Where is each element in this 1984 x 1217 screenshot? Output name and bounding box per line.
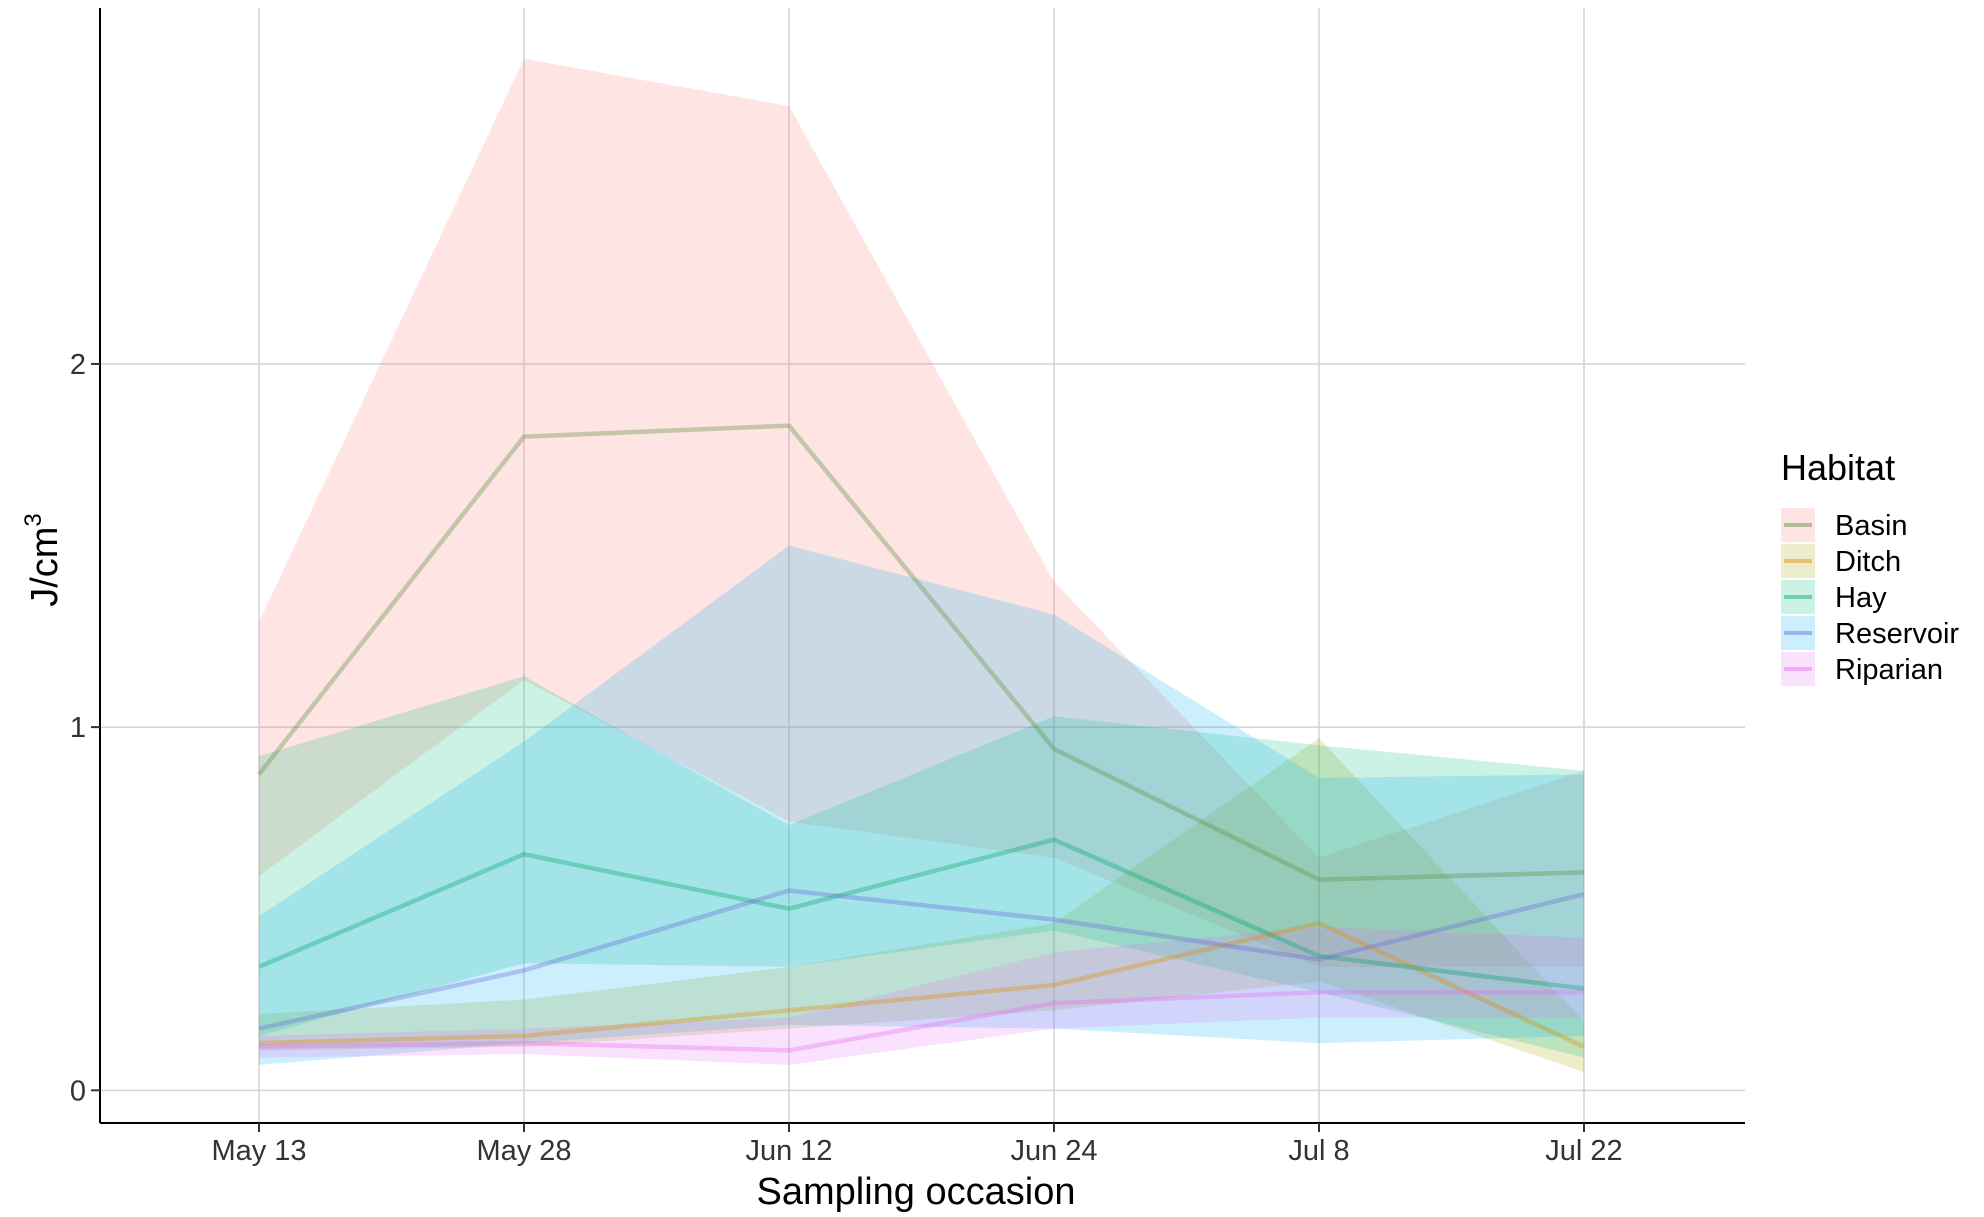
band-hay xyxy=(259,676,1584,1058)
x-tick-label: Jul 22 xyxy=(1545,1135,1622,1167)
legend-title: Habitat xyxy=(1781,447,1895,488)
legend-key-fill xyxy=(1781,508,1815,542)
legend-key-fill xyxy=(1781,580,1815,614)
legend: Habitat Basin Ditch Hay Reservoir Riparian xyxy=(1781,447,1959,686)
confidence-bands xyxy=(259,58,1584,1073)
legend-item-reservoir: Reservoir xyxy=(1781,616,1959,650)
line-hay xyxy=(258,837,1585,991)
legend-label: Ditch xyxy=(1835,546,1901,578)
x-axis-title: Sampling occasion xyxy=(757,1171,1076,1213)
band-basin xyxy=(259,58,1584,967)
band-reservoir xyxy=(259,545,1584,1065)
band-ditch xyxy=(259,738,1584,1073)
line-basin xyxy=(257,423,1585,882)
y-tick-label: 1 xyxy=(70,712,86,744)
grid xyxy=(100,8,1745,1123)
x-tick-label: Jun 12 xyxy=(745,1135,832,1167)
band-riparian xyxy=(259,926,1584,1065)
legend-label: Riparian xyxy=(1835,654,1943,686)
x-tick-label: May 13 xyxy=(211,1135,306,1167)
legend-item-hay: Hay xyxy=(1781,580,1887,614)
x-tick-label: Jul 8 xyxy=(1288,1135,1349,1167)
legend-label: Hay xyxy=(1835,582,1887,614)
y-axis-title: J/cm3 xyxy=(20,513,66,607)
y-axis-title-exponent: 3 xyxy=(20,513,47,526)
legend-item-basin: Basin xyxy=(1781,508,1908,542)
legend-key-fill xyxy=(1781,652,1815,686)
line-reservoir xyxy=(258,888,1585,1031)
ticks: May 13 May 28 Jun 12 Jun 24 Jul 8 Jul 22 0 1 2 xyxy=(70,349,1623,1167)
legend-label: Reservoir xyxy=(1835,618,1959,650)
legend-key-fill xyxy=(1781,616,1815,650)
legend-item-riparian: Riparian xyxy=(1781,652,1943,686)
x-tick-label: Jun 24 xyxy=(1010,1135,1097,1167)
y-tick-label: 2 xyxy=(70,349,86,381)
x-tick-label: May 28 xyxy=(476,1135,571,1167)
legend-key-fill xyxy=(1781,544,1815,578)
y-axis-title-unit: cm xyxy=(24,527,66,578)
axes xyxy=(99,8,1745,1124)
y-tick-label: 0 xyxy=(70,1075,86,1107)
y-axis-title-slash: / xyxy=(24,577,66,588)
legend-label: Basin xyxy=(1835,510,1908,542)
legend-items: Basin Ditch Hay Reservoir Riparian xyxy=(1781,508,1959,686)
y-axis-title-main: J xyxy=(24,588,66,607)
legend-item-ditch: Ditch xyxy=(1781,544,1901,578)
line-ditch xyxy=(258,920,1585,1049)
line-riparian xyxy=(258,990,1584,1053)
series-lines xyxy=(257,423,1585,1053)
